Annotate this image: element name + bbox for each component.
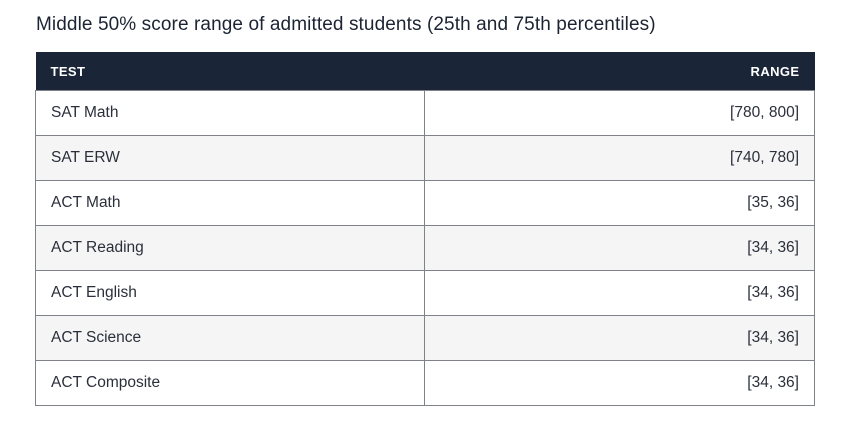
range-cell: [780, 800] [424,90,815,136]
range-cell: [34, 36] [424,225,815,271]
table-row: ACT Reading [34, 36] [35,225,815,271]
table-row: ACT Science [34, 36] [35,315,815,361]
test-cell: ACT Math [35,180,425,226]
range-cell: [34, 36] [424,270,815,316]
range-cell: [35, 36] [424,180,815,226]
test-cell: SAT ERW [35,135,425,181]
test-cell: SAT Math [35,90,425,136]
table-row: ACT Math [35, 36] [35,180,815,226]
range-cell: [34, 36] [424,315,815,361]
range-cell: [34, 36] [424,360,815,406]
score-range-table: TEST RANGE SAT Math [780, 800] SAT ERW [… [35,52,815,406]
table-row: ACT Composite [34, 36] [35,360,815,406]
table-row: SAT Math [780, 800] [35,90,815,136]
test-cell: ACT English [35,270,425,316]
table-header-row: TEST RANGE [35,52,815,91]
test-cell: ACT Science [35,315,425,361]
test-cell: ACT Composite [35,360,425,406]
header-test: TEST [35,52,425,91]
test-cell: ACT Reading [35,225,425,271]
range-cell: [740, 780] [424,135,815,181]
header-range: RANGE [424,52,815,91]
table-title: Middle 50% score range of admitted stude… [36,14,656,35]
table-row: SAT ERW [740, 780] [35,135,815,181]
table-row: ACT English [34, 36] [35,270,815,316]
